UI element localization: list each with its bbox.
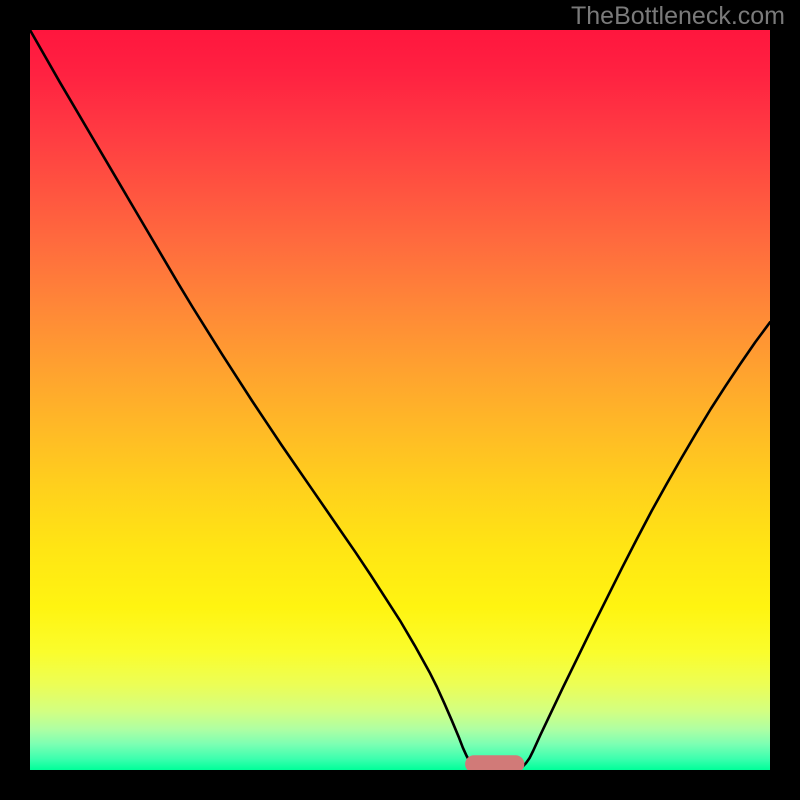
trough-marker bbox=[465, 755, 524, 770]
gradient-v-curve-chart bbox=[30, 30, 770, 770]
watermark-label: TheBottleneck.com bbox=[571, 2, 785, 31]
gradient-background bbox=[30, 30, 770, 770]
